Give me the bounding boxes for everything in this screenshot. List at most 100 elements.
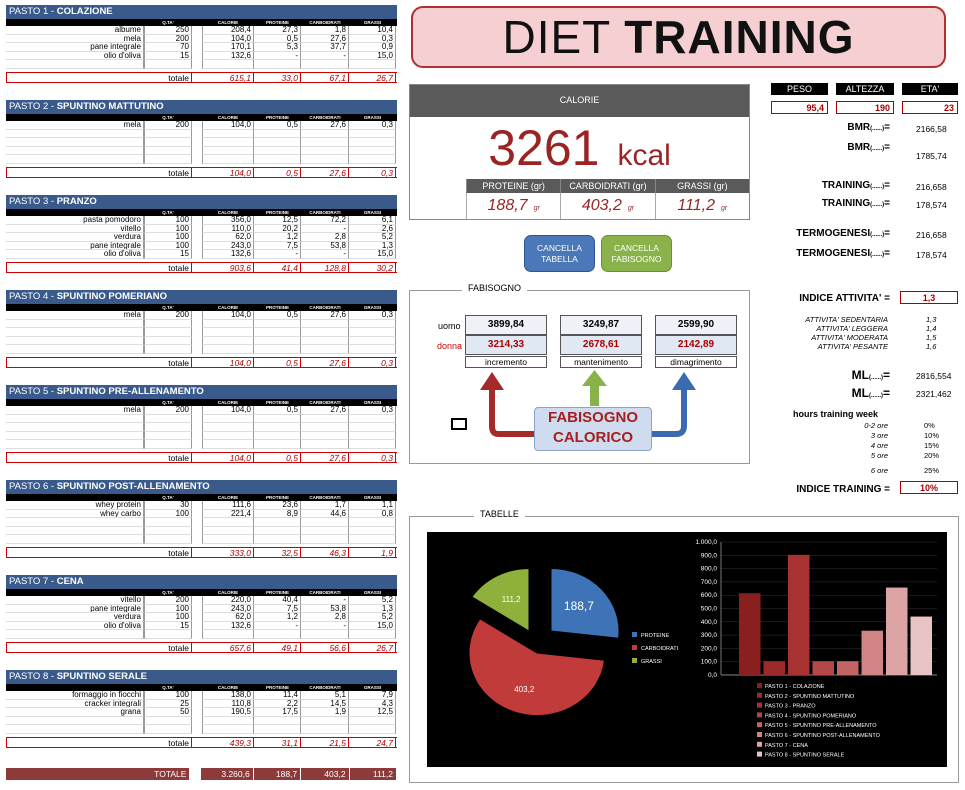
value-cell[interactable]: 44,6 [301,509,349,518]
food-name-cell[interactable] [6,328,144,337]
value-cell[interactable]: 27,6 [301,406,349,415]
value-cell[interactable] [254,146,301,155]
value-cell[interactable] [349,440,396,449]
value-cell[interactable]: 243,0 [202,604,254,613]
value-cell[interactable] [254,328,301,337]
value-cell[interactable]: - [301,596,349,605]
value-cell[interactable] [202,535,254,544]
value-cell[interactable]: 1,2 [254,613,301,622]
value-cell[interactable] [349,725,396,734]
food-name-cell[interactable]: cracker integrali [6,699,144,708]
altezza-input[interactable]: 190 [836,101,894,114]
value-cell[interactable]: 6,1 [349,216,396,225]
value-cell[interactable]: 53,8 [301,604,349,613]
food-name-cell[interactable] [6,431,144,440]
value-cell[interactable]: 243,0 [202,241,254,250]
value-cell[interactable]: 20,2 [254,224,301,233]
value-cell[interactable] [202,60,254,69]
value-cell[interactable]: 190,5 [202,708,254,717]
value-cell[interactable]: 12,5 [254,216,301,225]
value-cell[interactable]: 1,3 [349,604,396,613]
value-cell[interactable] [301,414,349,423]
value-cell[interactable] [349,155,396,164]
value-cell[interactable] [349,328,396,337]
value-cell[interactable] [202,423,254,432]
value-cell[interactable]: 1,7 [301,501,349,510]
value-cell[interactable] [144,146,192,155]
value-cell[interactable] [254,345,301,354]
value-cell[interactable]: 0,5 [254,121,301,130]
value-cell[interactable] [301,345,349,354]
value-cell[interactable]: 15,0 [349,621,396,630]
value-cell[interactable] [301,129,349,138]
food-name-cell[interactable] [6,336,144,345]
food-name-cell[interactable]: olio d'oliva [6,51,144,60]
food-name-cell[interactable] [6,319,144,328]
value-cell[interactable] [349,423,396,432]
value-cell[interactable] [202,725,254,734]
value-cell[interactable]: 2,8 [301,233,349,242]
value-cell[interactable]: 11,4 [254,691,301,700]
value-cell[interactable] [254,630,301,639]
value-cell[interactable] [301,155,349,164]
value-cell[interactable] [254,535,301,544]
food-name-cell[interactable]: mela [6,121,144,130]
value-cell[interactable]: 23,6 [254,501,301,510]
value-cell[interactable] [254,518,301,527]
value-cell[interactable]: 104,0 [202,34,254,43]
value-cell[interactable] [301,138,349,147]
value-cell[interactable] [301,431,349,440]
food-name-cell[interactable]: vitello [6,596,144,605]
value-cell[interactable]: 62,0 [202,233,254,242]
value-cell[interactable] [144,319,192,328]
value-cell[interactable] [254,60,301,69]
value-cell[interactable]: 15 [144,621,192,630]
value-cell[interactable] [301,423,349,432]
value-cell[interactable]: 15,0 [349,250,396,259]
value-cell[interactable]: 221,4 [202,509,254,518]
value-cell[interactable] [301,60,349,69]
food-name-cell[interactable] [6,716,144,725]
value-cell[interactable]: 0,3 [349,34,396,43]
food-name-cell[interactable] [6,146,144,155]
value-cell[interactable]: 104,0 [202,121,254,130]
food-name-cell[interactable] [6,423,144,432]
food-name-cell[interactable]: olio d'oliva [6,621,144,630]
value-cell[interactable] [349,345,396,354]
value-cell[interactable] [254,319,301,328]
value-cell[interactable] [254,423,301,432]
value-cell[interactable]: 2,2 [254,699,301,708]
value-cell[interactable] [301,526,349,535]
value-cell[interactable]: - [301,250,349,259]
value-cell[interactable]: - [301,621,349,630]
cancel-table-button[interactable]: CANCELLA TABELLA [524,235,595,272]
value-cell[interactable] [254,414,301,423]
value-cell[interactable]: 7,5 [254,241,301,250]
value-cell[interactable] [144,535,192,544]
value-cell[interactable]: 2,8 [301,613,349,622]
value-cell[interactable]: 250 [144,26,192,35]
value-cell[interactable]: 0,5 [254,406,301,415]
value-cell[interactable]: - [254,621,301,630]
food-name-cell[interactable] [6,440,144,449]
value-cell[interactable] [144,60,192,69]
value-cell[interactable] [202,630,254,639]
value-cell[interactable] [144,423,192,432]
value-cell[interactable]: 170,1 [202,43,254,52]
value-cell[interactable]: 100 [144,604,192,613]
value-cell[interactable]: 7,5 [254,604,301,613]
value-cell[interactable]: 1,2 [254,233,301,242]
value-cell[interactable] [301,630,349,639]
value-cell[interactable] [144,414,192,423]
value-cell[interactable]: 138,0 [202,691,254,700]
value-cell[interactable]: - [301,51,349,60]
value-cell[interactable] [349,414,396,423]
value-cell[interactable]: 100 [144,233,192,242]
value-cell[interactable] [301,146,349,155]
food-name-cell[interactable] [6,518,144,527]
training-index-value[interactable]: 10% [900,481,958,494]
value-cell[interactable]: 0,5 [254,34,301,43]
value-cell[interactable]: 5,2 [349,613,396,622]
value-cell[interactable] [254,716,301,725]
value-cell[interactable]: - [254,51,301,60]
